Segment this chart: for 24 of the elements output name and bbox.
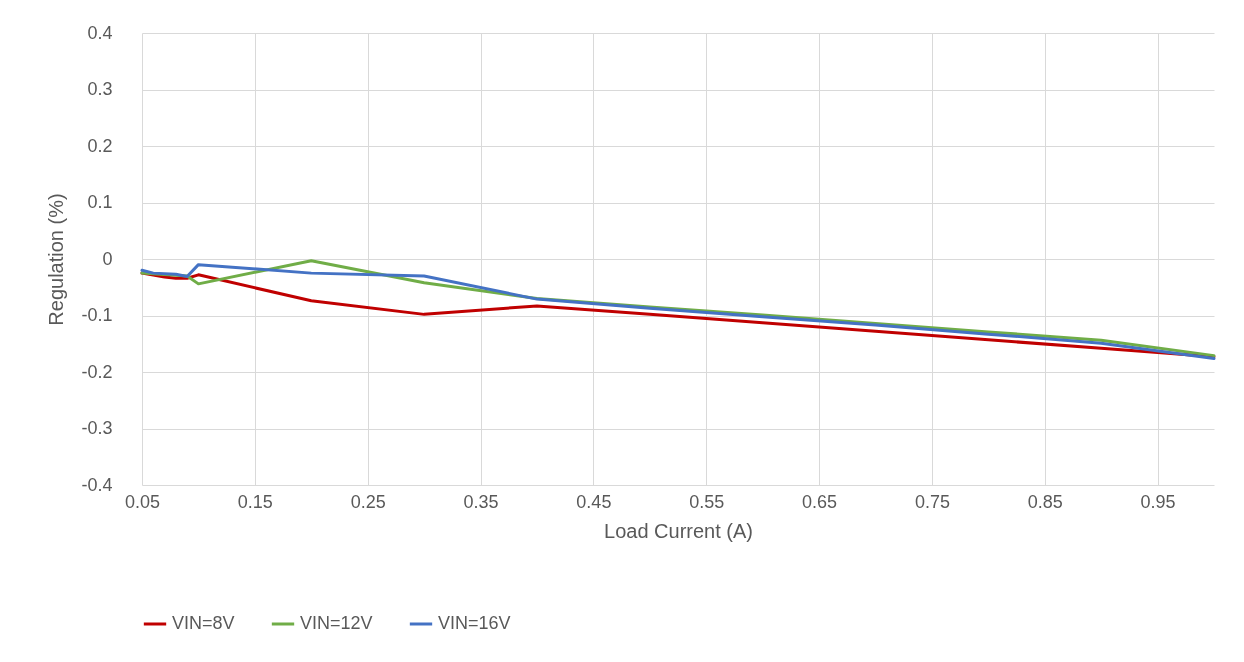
x-tick-label: 0.65 bbox=[802, 491, 838, 512]
x-axis-title: Load Current (A) bbox=[604, 519, 753, 542]
legend-label: VIN=8V bbox=[172, 613, 235, 633]
y-tick-label: 0.4 bbox=[87, 22, 113, 43]
y-tick-label: 0.3 bbox=[87, 79, 113, 99]
legend-label: VIN=16V bbox=[438, 613, 511, 633]
x-tick-label: 0.35 bbox=[463, 491, 499, 512]
x-tick-label: 0.95 bbox=[1140, 491, 1176, 512]
x-tick-label: 0.55 bbox=[689, 491, 725, 512]
y-tick-label: -0.1 bbox=[81, 305, 113, 325]
y-tick-label: -0.4 bbox=[81, 474, 113, 495]
x-tick-label: 0.25 bbox=[350, 491, 386, 512]
y-tick-label: 0.1 bbox=[87, 192, 113, 212]
y-tick-label: -0.2 bbox=[81, 361, 113, 382]
y-axis-title: Regulation (%) bbox=[45, 193, 68, 326]
legend-label: VIN=12V bbox=[300, 613, 373, 633]
y-tick-label: -0.3 bbox=[81, 418, 113, 438]
x-tick-label: 0.05 bbox=[124, 491, 161, 512]
y-tick-label: 0 bbox=[102, 248, 113, 269]
x-tick-label: 0.85 bbox=[1027, 491, 1063, 512]
x-tick-label: 0.45 bbox=[576, 491, 612, 512]
x-tick-label: 0.75 bbox=[914, 491, 950, 512]
x-tick-label: 0.15 bbox=[237, 491, 273, 512]
y-tick-label: 0.2 bbox=[87, 135, 113, 156]
